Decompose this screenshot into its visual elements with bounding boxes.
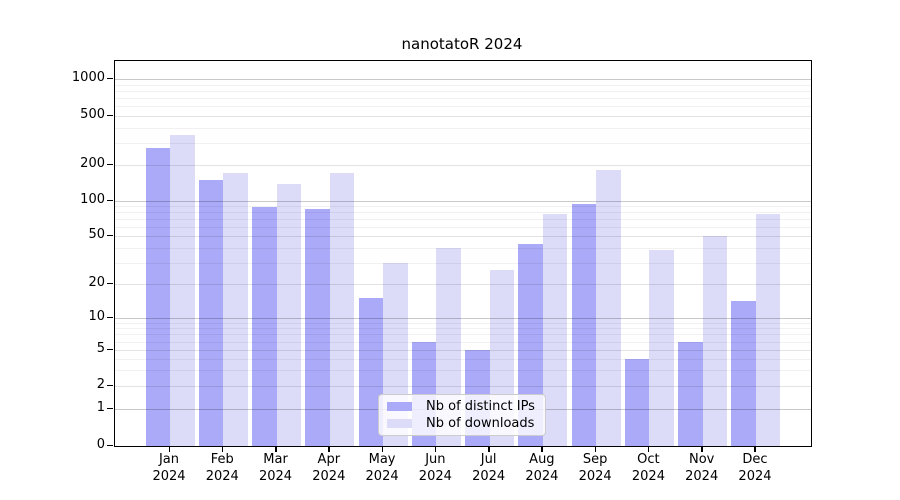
x-tick-jan	[168, 447, 170, 452]
y-tick-label-2: 2	[96, 377, 105, 392]
y-tick-1000	[107, 77, 113, 79]
bar-ips-apr	[305, 209, 330, 446]
bar-ips-sep	[571, 203, 597, 446]
x-tick-label-mar: Mar 2024	[258, 452, 293, 484]
legend-swatch-downloads	[387, 419, 412, 428]
x-tick-apr	[328, 447, 330, 452]
y-tick-10	[107, 316, 113, 318]
bar-ips-feb	[198, 179, 224, 446]
x-tick-mar	[275, 447, 277, 452]
y-tick-label-500: 500	[80, 107, 105, 122]
bar-downloads-dec	[755, 214, 781, 446]
y-tick-100	[107, 199, 113, 201]
bar-ips-jan	[145, 147, 170, 446]
y-tick-0	[107, 444, 113, 446]
y-tick-50	[107, 234, 113, 236]
bar-downloads-nov	[702, 236, 728, 446]
x-tick-feb	[221, 447, 224, 452]
x-tick-label-jul: Jul 2024	[472, 452, 506, 484]
y-tick-label-20: 20	[88, 275, 105, 290]
bar-downloads-mar	[276, 183, 302, 446]
bar-ips-mar	[252, 207, 277, 446]
bar-ips-nov	[678, 341, 703, 446]
legend: Nb of distinct IPs Nb of downloads	[378, 394, 546, 436]
bar-downloads-apr	[329, 172, 355, 446]
plot-area	[114, 60, 812, 447]
x-tick-label-apr: Apr 2024	[312, 452, 346, 484]
y-tick-label-100: 100	[80, 192, 105, 207]
y-tick-label-0: 0	[96, 437, 105, 452]
bar-ips-oct	[624, 358, 650, 446]
y-tick-500	[107, 114, 113, 116]
y-tick-label-1000: 1000	[71, 70, 105, 85]
x-tick-label-sep: Sep 2024	[578, 452, 612, 484]
x-tick-aug	[541, 447, 543, 452]
x-tick-label-jun: Jun 2024	[418, 452, 452, 484]
legend-item-ips: Nb of distinct IPs	[387, 399, 537, 414]
bar-downloads-aug	[542, 213, 568, 446]
y-tick-label-10: 10	[88, 309, 105, 324]
legend-label-downloads: Nb of downloads	[426, 416, 535, 431]
bar-downloads-sep	[596, 170, 621, 446]
x-tick-nov	[701, 447, 703, 452]
x-tick-jun	[434, 447, 437, 452]
x-tick-label-oct: Oct 2024	[631, 452, 665, 484]
x-tick-label-nov: Nov 2024	[685, 452, 719, 484]
x-tick-oct	[647, 447, 650, 452]
y-tick-20	[107, 282, 113, 284]
y-tick-2	[107, 384, 113, 386]
legend-item-downloads: Nb of downloads	[387, 416, 537, 431]
x-tick-label-feb: Feb 2024	[205, 452, 239, 484]
x-tick-label-dec: Dec 2024	[738, 452, 772, 484]
bars-layer	[115, 61, 811, 446]
bar-ips-dec	[731, 301, 756, 446]
y-tick-200	[107, 163, 113, 165]
y-tick-5	[107, 348, 113, 350]
x-tick-sep	[594, 447, 597, 452]
x-tick-label-may: May 2024	[365, 452, 399, 484]
legend-swatch-ips	[387, 402, 412, 411]
y-tick-label-1: 1	[96, 400, 105, 415]
y-tick-label-5: 5	[96, 341, 105, 356]
x-tick-label-aug: Aug 2024	[525, 452, 559, 484]
y-tick-label-200: 200	[80, 156, 105, 171]
x-tick-dec	[754, 447, 756, 452]
x-tick-label-jan: Jan 2024	[152, 452, 186, 484]
x-tick-jul	[488, 447, 490, 452]
y-tick-label-50: 50	[88, 227, 105, 242]
legend-label-ips: Nb of distinct IPs	[426, 399, 535, 414]
bar-downloads-oct	[649, 250, 674, 446]
bar-downloads-feb	[223, 173, 248, 446]
x-tick-may	[381, 447, 384, 452]
chart-title: nanotatoR 2024	[401, 35, 523, 53]
bar-downloads-jan	[170, 135, 195, 446]
y-tick-1	[107, 407, 113, 409]
